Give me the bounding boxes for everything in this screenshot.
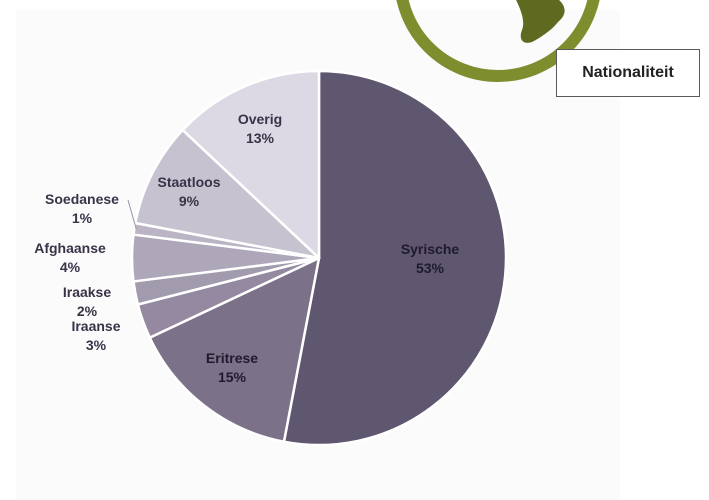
pie-slice-eritrese [148, 256, 321, 443]
slice-label-iraakse: Iraakse 2% [63, 284, 111, 319]
slice-label-soedanese: Soedanese 1% [45, 191, 119, 226]
pie-slice-overig [181, 69, 321, 260]
pie-slice-syrische [282, 69, 508, 447]
chart-title: Nationaliteit [556, 49, 700, 97]
leader-line-soedanese [127, 199, 137, 230]
slice-label-eritrese: Eritrese 15% [206, 350, 258, 385]
slice-label-staatloos: Staatloos 9% [157, 174, 220, 209]
pie-slice-staatloos [134, 128, 321, 260]
slice-label-iraanse: Iraanse 3% [71, 318, 120, 353]
slice-label-afghaanse: Afghaanse 4% [34, 240, 106, 275]
slice-label-syrische: Syrische 53% [401, 241, 460, 276]
slice-label-overig: Overig 13% [238, 111, 282, 146]
